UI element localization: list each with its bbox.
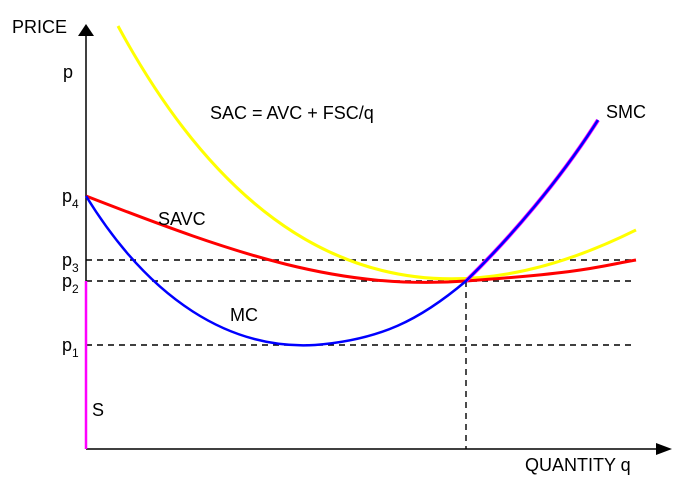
smc-label: SMC	[606, 102, 646, 122]
savc-curve	[85, 194, 637, 284]
smc-curve	[464, 118, 600, 283]
mc-label: MC	[230, 305, 258, 325]
price-label-p2: p2	[62, 271, 79, 296]
x-axis-arrow-icon	[656, 443, 672, 455]
savc-label: SAVC	[158, 209, 206, 229]
x-axis-title: QUANTITY q	[525, 455, 631, 475]
y-axis-title: PRICE	[12, 17, 67, 37]
mc-curve	[84, 119, 600, 347]
supply-label: S	[92, 400, 104, 420]
price-label-p4: p4	[62, 186, 79, 211]
sac-label: SAC = AVC + FSC/q	[210, 103, 374, 123]
y-axis-variable: p	[63, 62, 73, 82]
price-label-p1: p1	[62, 335, 79, 360]
sac-curve	[116, 25, 637, 281]
y-axis-arrow-icon	[78, 24, 94, 36]
price-label-p3: p3	[62, 250, 79, 275]
